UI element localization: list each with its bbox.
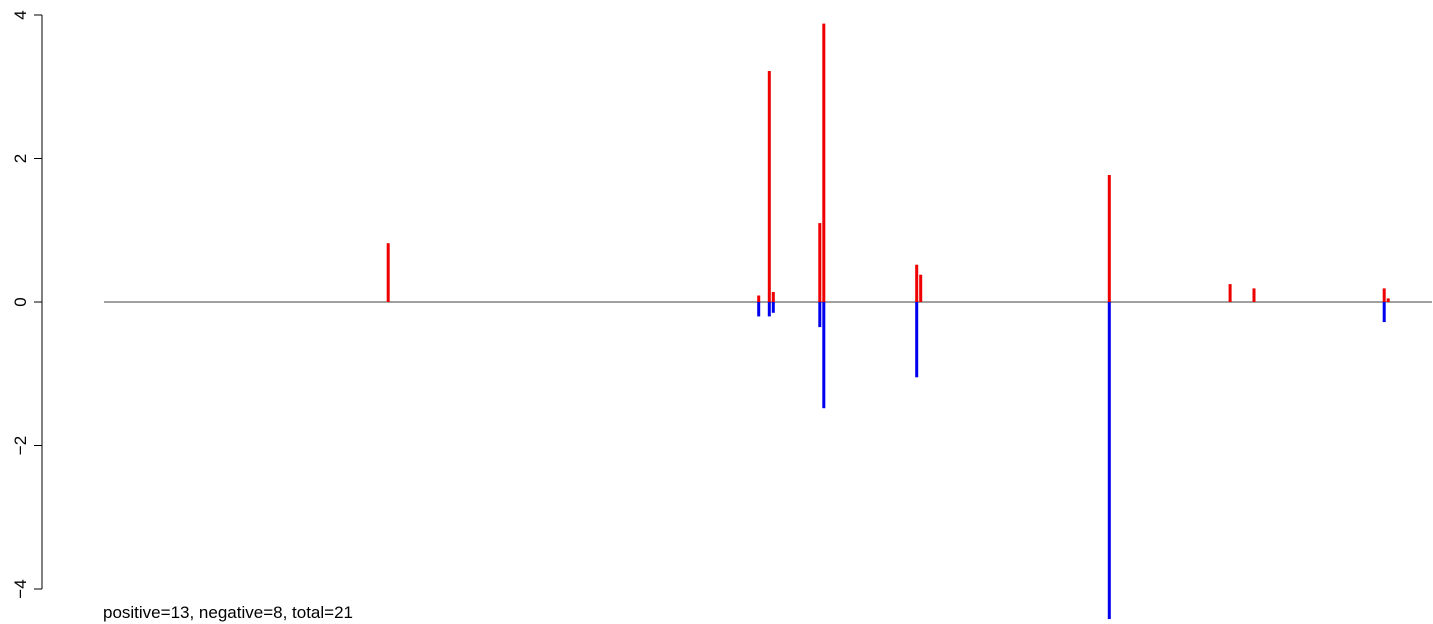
summary-counts: positive=13, negative=8, total=21 [103,603,353,622]
y-tick-label: −4 [11,579,30,598]
positive-bar [818,223,822,302]
positive-bar [1228,284,1232,302]
positive-bar [1382,288,1386,302]
positive-bar [1386,298,1390,302]
positive-bar [757,295,761,302]
bars [386,23,1390,620]
positive-bar [1252,288,1256,302]
y-tick-label: 2 [11,154,30,163]
y-tick-label: −2 [11,436,30,455]
y-tick-label: 0 [11,297,30,306]
positive-bar [771,292,775,302]
negative-bar [1107,302,1111,620]
y-axis: −4 −2 0 2 4 [11,10,43,599]
positive-bar [386,243,390,302]
negative-bar [915,302,919,378]
negative-bar [767,302,771,317]
positive-bar [767,71,771,302]
negative-bar [1382,302,1386,323]
negative-bar [818,302,822,328]
negative-bar [771,302,775,313]
negative-bar [822,302,826,409]
positive-bar [1107,175,1111,302]
positive-bar [915,264,919,302]
positive-bar [919,274,923,302]
positive-bar [822,23,826,302]
y-tick-label: 4 [11,10,30,19]
negative-bar [757,302,761,317]
